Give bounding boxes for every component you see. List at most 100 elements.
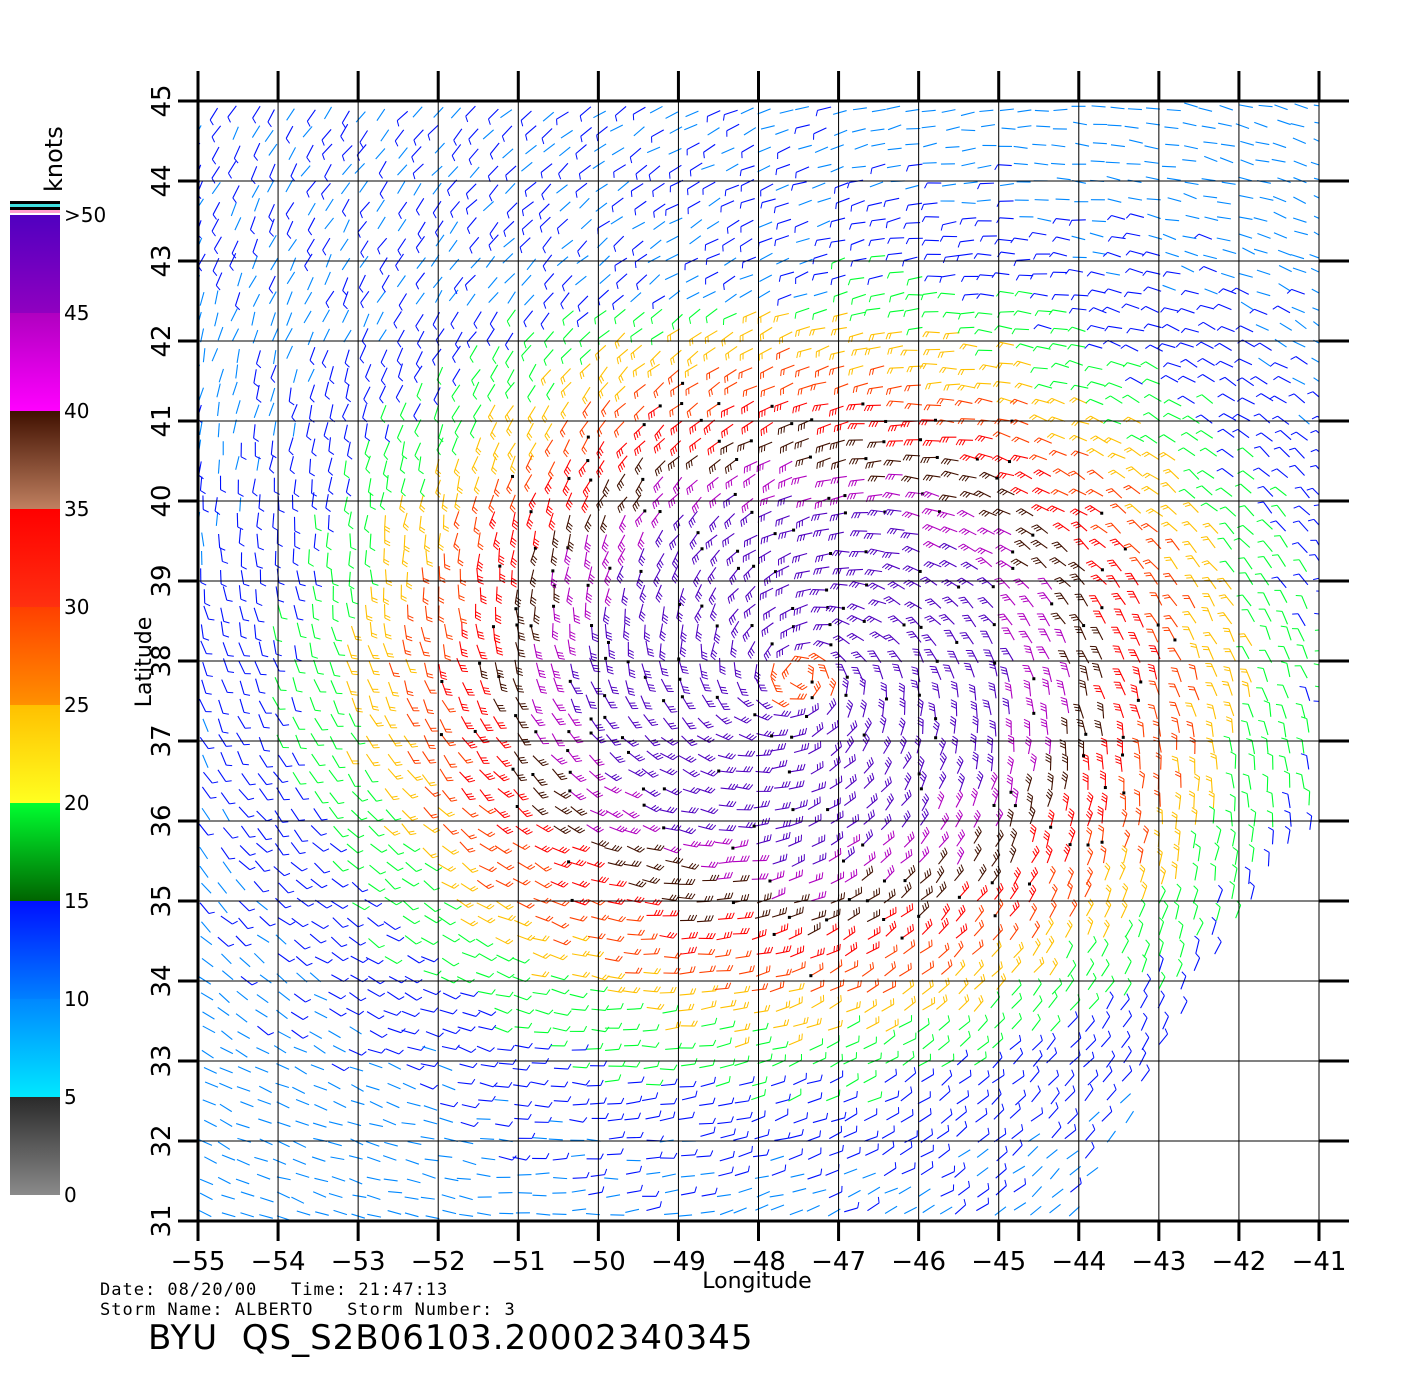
wind-barb-feather — [925, 651, 932, 654]
wind-barb-feather — [907, 927, 909, 934]
wind-barb — [1248, 775, 1252, 790]
wind-barb — [1061, 681, 1066, 696]
wind-barb-feather — [750, 911, 754, 918]
wind-barb-feather — [1130, 687, 1137, 691]
wind-barb — [976, 1167, 989, 1177]
wind-barb — [236, 990, 249, 1001]
wind-barb — [459, 1213, 474, 1217]
wind-barb-feather — [850, 724, 854, 731]
wind-barb — [929, 649, 938, 662]
wind-barb-feather — [1045, 794, 1051, 800]
wind-barb-feather — [496, 669, 503, 672]
wind-barb-feather — [769, 785, 774, 792]
wind-barb — [365, 735, 375, 749]
wind-barb-feather — [467, 741, 474, 744]
wind-barb-feather — [855, 655, 862, 659]
wind-barb-feather — [1026, 776, 1032, 782]
wind-barb — [806, 1023, 821, 1029]
wind-barb-feather — [1005, 688, 1012, 692]
wind-barb — [309, 771, 319, 784]
wind-barb — [1051, 1126, 1062, 1139]
wind-barb — [1045, 940, 1055, 954]
wind-barb — [733, 1207, 747, 1214]
wind-barb — [571, 881, 586, 888]
wind-barb-feather — [963, 662, 970, 665]
wind-barb — [977, 1188, 990, 1198]
wind-barb — [826, 927, 839, 936]
wind-barb — [1070, 1182, 1082, 1193]
wind-barb-feather — [226, 745, 233, 747]
wind-barb-feather — [728, 856, 732, 863]
wind-barb-feather — [482, 687, 489, 690]
wind-barb — [606, 938, 621, 942]
wind-barb-feather — [785, 668, 789, 675]
wind-barb-feather — [480, 670, 487, 674]
wind-barb-feather — [542, 812, 549, 816]
wind-barb — [1297, 628, 1305, 642]
wind-barb — [200, 640, 207, 654]
wind-barb — [1195, 939, 1200, 954]
wind-barb-feather — [560, 826, 566, 831]
wind-barb-feather — [1225, 809, 1232, 813]
wind-barb-feather — [472, 869, 479, 873]
wind-barb-feather — [1069, 867, 1074, 873]
wind-barb-feather — [1068, 832, 1074, 838]
wind-barb-feather — [1030, 887, 1035, 893]
wind-barb — [290, 842, 301, 854]
wind-barb — [424, 915, 437, 924]
wind-barb-feather — [554, 676, 561, 679]
wind-barb-feather — [944, 944, 948, 951]
wind-barb-feather — [748, 822, 753, 828]
wind-barb — [259, 788, 268, 801]
wind-barb — [697, 717, 709, 729]
wind-barb-feather — [618, 1022, 623, 1029]
wind-barb-feather — [1315, 685, 1319, 688]
wind-barb-feather — [734, 627, 739, 634]
wind-barb-feather — [615, 812, 621, 817]
wind-barb-feather — [360, 942, 366, 946]
wind-barb — [863, 815, 875, 825]
wind-barb — [1050, 1092, 1060, 1105]
wind-barb-feather — [961, 829, 966, 835]
wind-barb — [734, 1171, 749, 1177]
rain-flag-marker — [620, 736, 624, 740]
wind-barb-feather — [537, 721, 544, 724]
wind-barb-field — [198, 102, 1319, 1221]
wind-barb-feather — [342, 868, 349, 872]
wind-barb-feather — [888, 795, 893, 802]
wind-barb — [238, 660, 246, 674]
wind-barb-feather — [1056, 1069, 1060, 1076]
wind-barb-feather — [782, 821, 786, 828]
wind-barb — [624, 1117, 639, 1121]
wind-barb — [626, 1190, 641, 1194]
wind-barb-feather — [601, 1186, 605, 1193]
wind-barb — [718, 1102, 733, 1107]
wind-barb-feather — [1130, 684, 1137, 688]
wind-barb — [1309, 815, 1313, 830]
wind-barb — [1208, 632, 1218, 645]
wind-barb-feather — [1148, 706, 1155, 710]
wind-barb — [222, 808, 231, 822]
wind-barb-feather — [1161, 971, 1166, 978]
wind-barb-feather — [709, 874, 714, 881]
wind-barb-feather — [1171, 755, 1178, 759]
wind-barb-feather — [639, 1165, 643, 1172]
wind-barb-feather — [1189, 736, 1196, 741]
wind-barb — [570, 698, 577, 713]
wind-barb — [327, 1081, 341, 1090]
wind-barb — [747, 641, 756, 654]
wind-barb-feather — [672, 807, 678, 814]
wind-barb-feather — [1152, 736, 1159, 740]
wind-barb-feather — [1175, 795, 1181, 800]
wind-barb-feather — [656, 986, 661, 993]
wind-barb-feather — [694, 1020, 698, 1027]
wind-barb-feather — [1153, 832, 1160, 837]
wind-barb-feather — [1123, 883, 1129, 889]
wind-barb-feather — [582, 1117, 588, 1123]
wind-barb-feather — [765, 873, 769, 879]
wind-barb-feather — [559, 723, 566, 726]
wind-barb — [1010, 849, 1017, 863]
wind-barb — [643, 804, 657, 813]
wind-barb-feather — [688, 1003, 692, 1010]
wind-barb-feather — [585, 972, 591, 978]
